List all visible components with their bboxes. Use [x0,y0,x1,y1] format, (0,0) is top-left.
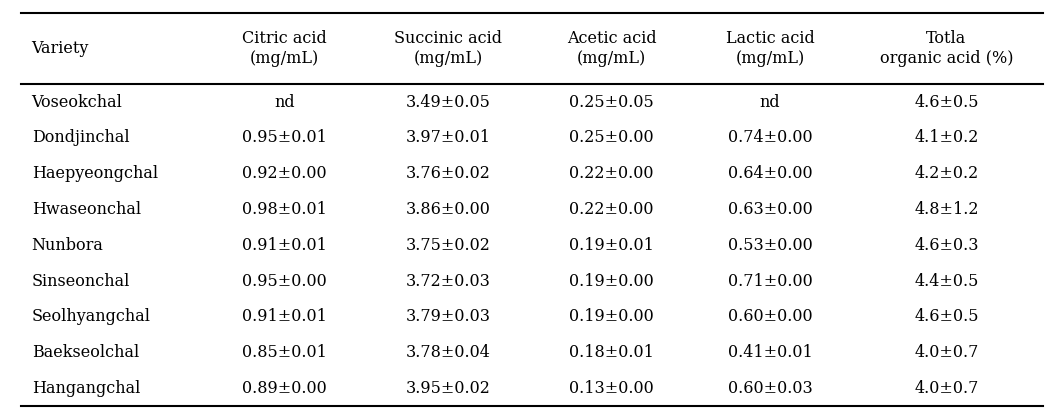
Text: 4.2±0.2: 4.2±0.2 [914,165,978,182]
Text: Totla
organic acid (%): Totla organic acid (%) [880,30,1013,67]
Text: 0.91±0.01: 0.91±0.01 [242,237,327,254]
Text: 0.71±0.00: 0.71±0.00 [727,273,813,290]
Text: 4.6±0.5: 4.6±0.5 [914,308,978,326]
Text: 3.72±0.03: 3.72±0.03 [406,273,490,290]
Text: 4.4±0.5: 4.4±0.5 [914,273,978,290]
Text: 0.19±0.01: 0.19±0.01 [569,237,653,254]
Text: 4.6±0.3: 4.6±0.3 [914,237,978,254]
Text: 0.89±0.00: 0.89±0.00 [242,380,327,397]
Text: 3.49±0.05: 3.49±0.05 [406,93,490,111]
Text: Hwaseonchal: Hwaseonchal [32,201,141,218]
Text: 4.8±1.2: 4.8±1.2 [914,201,978,218]
Text: 4.6±0.5: 4.6±0.5 [914,93,978,111]
Text: 3.78±0.04: 3.78±0.04 [406,344,490,361]
Text: 0.22±0.00: 0.22±0.00 [569,165,653,182]
Text: 3.79±0.03: 3.79±0.03 [406,308,490,326]
Text: 0.92±0.00: 0.92±0.00 [242,165,327,182]
Text: 0.19±0.00: 0.19±0.00 [569,308,653,326]
Text: Dondjinchal: Dondjinchal [32,129,130,146]
Text: 0.22±0.00: 0.22±0.00 [569,201,653,218]
Text: 3.95±0.02: 3.95±0.02 [406,380,490,397]
Text: 3.75±0.02: 3.75±0.02 [406,237,490,254]
Text: Hangangchal: Hangangchal [32,380,140,397]
Text: Succinic acid
(mg/mL): Succinic acid (mg/mL) [394,30,502,67]
Text: 0.74±0.00: 0.74±0.00 [727,129,813,146]
Text: Variety: Variety [32,40,89,57]
Text: Baekseolchal: Baekseolchal [32,344,139,361]
Text: 3.76±0.02: 3.76±0.02 [406,165,490,182]
Text: 0.60±0.03: 0.60±0.03 [727,380,813,397]
Text: 0.95±0.00: 0.95±0.00 [242,273,327,290]
Text: Voseokchal: Voseokchal [32,93,122,111]
Text: 0.18±0.01: 0.18±0.01 [569,344,653,361]
Text: Sinseonchal: Sinseonchal [32,273,130,290]
Text: 0.53±0.00: 0.53±0.00 [727,237,813,254]
Text: Lactic acid
(mg/mL): Lactic acid (mg/mL) [725,30,815,67]
Text: Citric acid
(mg/mL): Citric acid (mg/mL) [242,30,327,67]
Text: 0.13±0.00: 0.13±0.00 [569,380,653,397]
Text: 0.25±0.00: 0.25±0.00 [569,129,653,146]
Text: 0.25±0.05: 0.25±0.05 [569,93,653,111]
Text: Nunbora: Nunbora [32,237,103,254]
Text: 3.86±0.00: 3.86±0.00 [406,201,490,218]
Text: 0.63±0.00: 0.63±0.00 [727,201,813,218]
Text: 0.19±0.00: 0.19±0.00 [569,273,653,290]
Text: 4.1±0.2: 4.1±0.2 [914,129,978,146]
Text: 0.85±0.01: 0.85±0.01 [242,344,327,361]
Text: 0.60±0.00: 0.60±0.00 [727,308,813,326]
Text: nd: nd [274,93,295,111]
Text: Acetic acid
(mg/mL): Acetic acid (mg/mL) [567,30,657,67]
Text: 4.0±0.7: 4.0±0.7 [914,380,978,397]
Text: 0.98±0.01: 0.98±0.01 [242,201,327,218]
Text: 0.41±0.01: 0.41±0.01 [727,344,813,361]
Text: 3.97±0.01: 3.97±0.01 [406,129,490,146]
Text: Seolhyangchal: Seolhyangchal [32,308,151,326]
Text: nd: nd [760,93,780,111]
Text: Haepyeongchal: Haepyeongchal [32,165,158,182]
Text: 0.64±0.00: 0.64±0.00 [727,165,813,182]
Text: 0.91±0.01: 0.91±0.01 [242,308,327,326]
Text: 4.0±0.7: 4.0±0.7 [914,344,978,361]
Text: 0.95±0.01: 0.95±0.01 [242,129,327,146]
